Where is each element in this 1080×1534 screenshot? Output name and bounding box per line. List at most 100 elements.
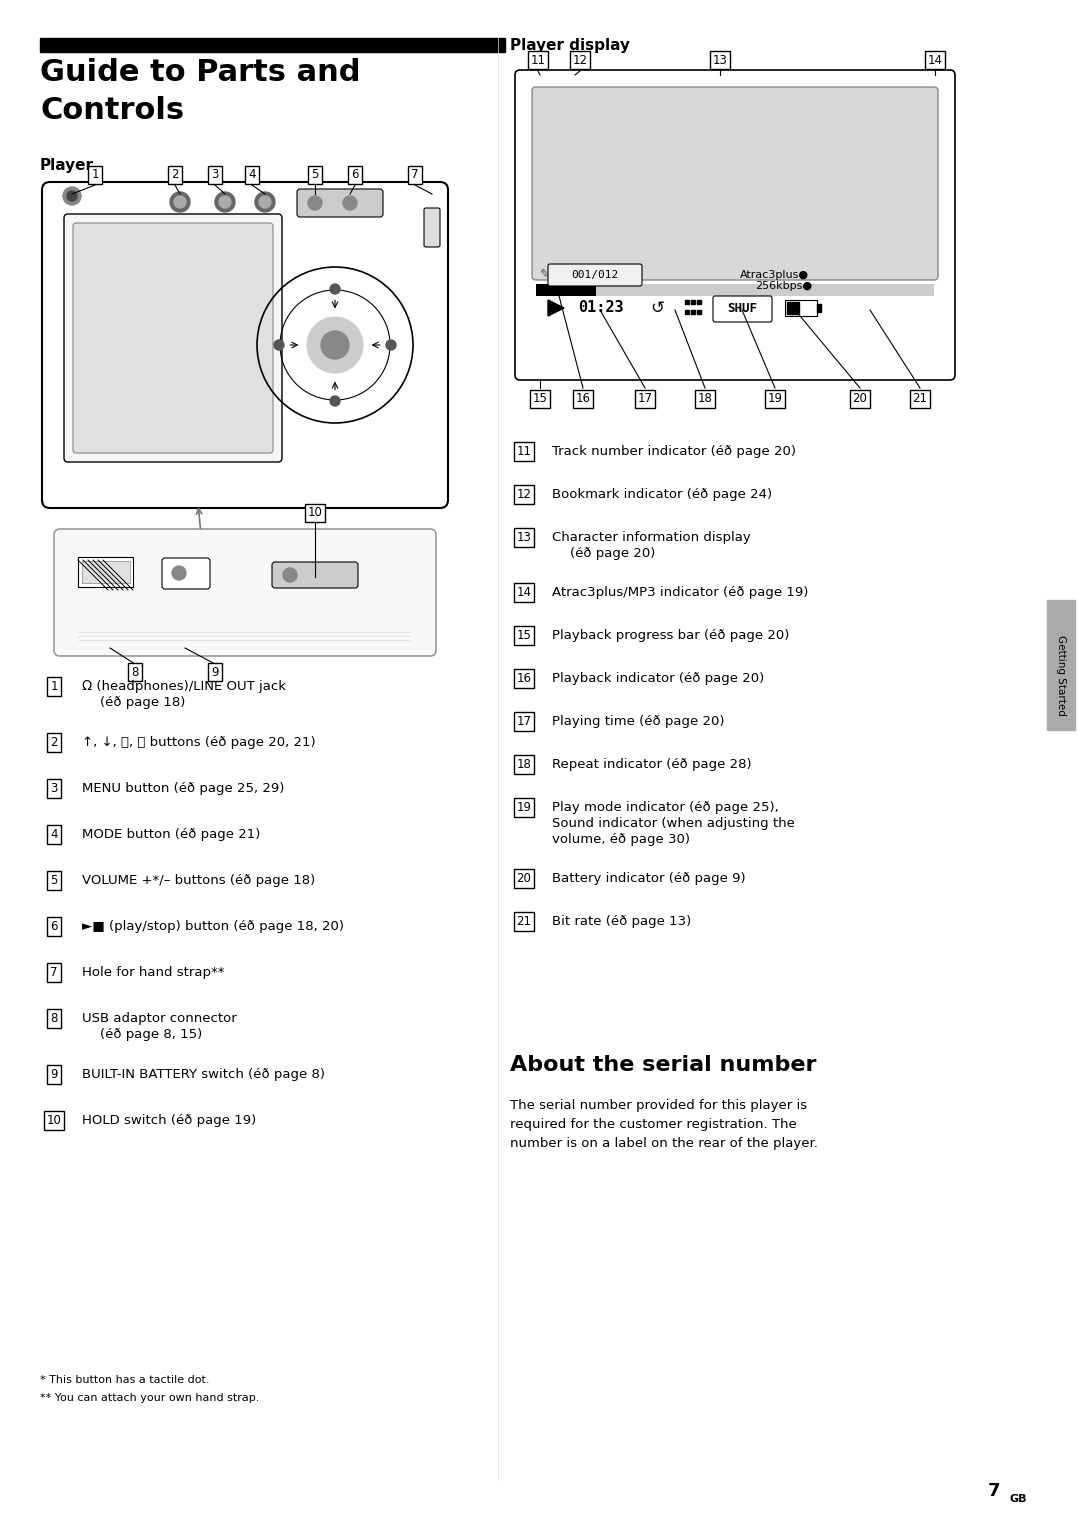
Bar <box>82 561 130 583</box>
Text: Player: Player <box>40 158 94 173</box>
Circle shape <box>174 196 186 209</box>
Text: ** You can attach your own hand strap.: ** You can attach your own hand strap. <box>40 1393 259 1404</box>
Circle shape <box>321 331 349 359</box>
FancyBboxPatch shape <box>162 558 210 589</box>
Text: 5: 5 <box>51 874 57 887</box>
Circle shape <box>172 566 186 580</box>
Text: ►■ (play/stop) button (éð page 18, 20): ►■ (play/stop) button (éð page 18, 20) <box>82 920 345 933</box>
Text: Atrac3plus●: Atrac3plus● <box>740 270 809 281</box>
Text: * This button has a tactile dot.: * This button has a tactile dot. <box>40 1374 210 1385</box>
Text: 15: 15 <box>516 629 531 643</box>
Bar <box>1047 600 1075 730</box>
Bar <box>536 284 934 296</box>
Text: Repeat indicator (éð page 28): Repeat indicator (éð page 28) <box>552 758 752 772</box>
Text: 16: 16 <box>576 393 591 405</box>
Text: 11: 11 <box>530 54 545 66</box>
Text: (éð page 8, 15): (éð page 8, 15) <box>100 1028 202 1042</box>
Text: Play mode indicator (éð page 25),: Play mode indicator (éð page 25), <box>552 801 779 815</box>
Text: Atrac3plus/MP3 indicator (éð page 19): Atrac3plus/MP3 indicator (éð page 19) <box>552 586 808 598</box>
Text: Bookmark indicator (éð page 24): Bookmark indicator (éð page 24) <box>552 488 772 502</box>
Bar <box>691 301 696 304</box>
Text: 1: 1 <box>91 169 98 181</box>
Text: 6: 6 <box>51 920 57 933</box>
Text: Playing time (éð page 20): Playing time (éð page 20) <box>552 715 725 729</box>
Circle shape <box>215 192 235 212</box>
Text: 01:23: 01:23 <box>578 301 623 316</box>
Text: Sound indicator (when adjusting the: Sound indicator (when adjusting the <box>552 818 795 830</box>
Text: Guide to Parts and: Guide to Parts and <box>40 58 361 87</box>
Text: 8: 8 <box>132 666 138 678</box>
Text: ↺: ↺ <box>650 299 664 318</box>
Text: 10: 10 <box>308 506 323 520</box>
Text: 256kbps●: 256kbps● <box>755 281 812 291</box>
Bar <box>697 301 701 304</box>
Text: 10: 10 <box>46 1114 62 1127</box>
Text: 11: 11 <box>516 445 531 459</box>
FancyBboxPatch shape <box>272 561 357 588</box>
FancyBboxPatch shape <box>713 296 772 322</box>
Bar <box>685 310 689 314</box>
FancyBboxPatch shape <box>73 222 273 453</box>
Circle shape <box>170 192 190 212</box>
Text: 6: 6 <box>351 169 359 181</box>
Bar <box>816 304 821 311</box>
Text: 8: 8 <box>51 1012 57 1025</box>
Text: 2: 2 <box>172 169 179 181</box>
Text: MODE button (éð page 21): MODE button (éð page 21) <box>82 828 260 841</box>
Bar <box>691 310 696 314</box>
Text: HOLD switch (éð page 19): HOLD switch (éð page 19) <box>82 1114 256 1127</box>
Circle shape <box>274 341 284 350</box>
Circle shape <box>255 192 275 212</box>
Text: SHUF: SHUF <box>727 302 757 314</box>
Text: Getting Started: Getting Started <box>1056 635 1066 715</box>
Circle shape <box>330 396 340 407</box>
Bar <box>40 38 505 52</box>
FancyBboxPatch shape <box>548 264 642 285</box>
Bar <box>787 302 799 314</box>
Text: 2: 2 <box>51 736 57 749</box>
FancyBboxPatch shape <box>54 529 436 657</box>
Text: 18: 18 <box>698 393 713 405</box>
Text: 12: 12 <box>572 54 588 66</box>
Text: 16: 16 <box>516 672 531 686</box>
FancyBboxPatch shape <box>532 87 939 281</box>
Text: 7: 7 <box>987 1482 1000 1500</box>
Text: 21: 21 <box>913 393 928 405</box>
Text: 17: 17 <box>637 393 652 405</box>
Circle shape <box>219 196 231 209</box>
Text: 3: 3 <box>51 782 57 795</box>
Circle shape <box>63 187 81 206</box>
Bar <box>697 310 701 314</box>
Text: 5: 5 <box>311 169 319 181</box>
Text: 20: 20 <box>516 871 531 885</box>
Text: Hole for hand strap**: Hole for hand strap** <box>82 966 225 979</box>
Text: Battery indicator (éð page 9): Battery indicator (éð page 9) <box>552 871 745 885</box>
Text: 9: 9 <box>51 1068 57 1081</box>
Bar <box>78 557 133 588</box>
Text: 19: 19 <box>768 393 783 405</box>
Text: BUILT-IN BATTERY switch (éð page 8): BUILT-IN BATTERY switch (éð page 8) <box>82 1068 325 1081</box>
Text: 13: 13 <box>516 531 531 545</box>
Circle shape <box>259 196 271 209</box>
Circle shape <box>386 341 396 350</box>
FancyBboxPatch shape <box>424 209 440 247</box>
FancyBboxPatch shape <box>42 183 448 508</box>
Text: 4: 4 <box>51 828 57 841</box>
Text: 7: 7 <box>411 169 419 181</box>
Text: 14: 14 <box>516 586 531 598</box>
Text: Ω (headphones)/LINE OUT jack: Ω (headphones)/LINE OUT jack <box>82 680 286 693</box>
Text: 20: 20 <box>852 393 867 405</box>
Circle shape <box>283 568 297 581</box>
Text: 15: 15 <box>532 393 548 405</box>
Text: 18: 18 <box>516 758 531 772</box>
Circle shape <box>330 284 340 295</box>
Text: 14: 14 <box>928 54 943 66</box>
Text: 19: 19 <box>516 801 531 815</box>
Text: (éð page 18): (éð page 18) <box>100 696 186 709</box>
Text: About the serial number: About the serial number <box>510 1055 816 1075</box>
FancyBboxPatch shape <box>64 215 282 462</box>
Text: 3: 3 <box>212 169 218 181</box>
Text: volume, éð page 30): volume, éð page 30) <box>552 833 690 845</box>
FancyBboxPatch shape <box>297 189 383 216</box>
Circle shape <box>307 318 363 373</box>
